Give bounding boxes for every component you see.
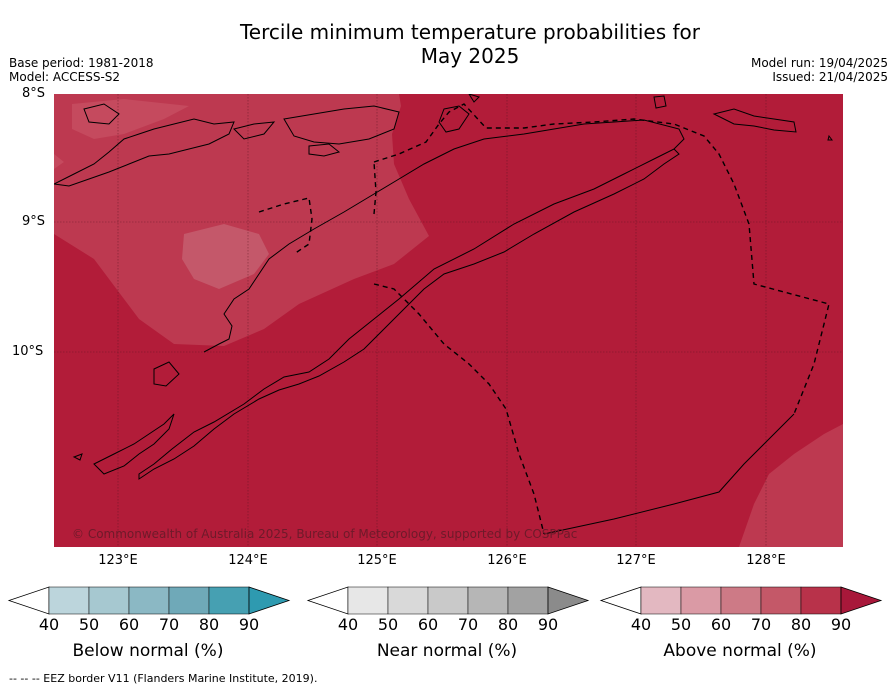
colorbar-near-segment [427,586,469,615]
colorbar-above-segment [680,586,722,615]
base-period: Base period: 1981-2018 [9,56,154,70]
colorbar-near-segment [507,586,549,615]
lon-label-124e: 124°E [228,553,268,568]
colorbar-below-segment [208,586,250,615]
colorbars [7,586,883,615]
probability-map [54,94,843,547]
colorbar-above-tick: 40 [630,615,652,634]
model-run: Model run: 19/04/2025 [750,56,888,70]
issued-date: Issued: 21/04/2025 [772,70,888,84]
colorbar-near-tick: 50 [377,615,399,634]
lon-label-125e: 125°E [357,553,397,568]
colorbar-below-tick: 90 [238,615,260,634]
colorbar-near-under-triangle [306,586,349,615]
colorbar-above-tick: 60 [710,615,732,634]
colorbar-label-below: Below normal (%) [72,641,224,661]
title-line-1: Tercile minimum temperature probabilitie… [239,20,701,44]
colorbar-above-segment [640,586,682,615]
copyright-note: © Commonwealth of Australia 2025, Bureau… [72,527,578,541]
colorbar-above-segment [760,586,802,615]
colorbar-below-tick: 70 [158,615,180,634]
above-70-region-edge [54,154,64,169]
colorbar-below-tick: 80 [198,615,220,634]
colorbar-near-tick: 60 [417,615,439,634]
colorbar-label-near: Near normal (%) [376,641,518,661]
colorbar-below-segment [168,586,210,615]
colorbar-near-segment [347,586,389,615]
above-70-region-north [72,99,189,139]
colorbar-above-over-triangle [840,586,883,615]
model-name: Model: ACCESS-S2 [9,70,121,84]
colorbar-below-segment [88,586,130,615]
colorbar-below-tick: 40 [38,615,60,634]
colorbar-above-normal [599,586,883,615]
colorbar-below-segment [48,586,90,615]
lon-label-126e: 126°E [487,553,527,568]
colorbar-below-normal [7,586,291,615]
colorbar-above-segment [720,586,762,615]
colorbar-above-tick: 90 [830,615,852,634]
meta-left: Base period: 1981-2018 Model: ACCESS-S2 [9,56,154,84]
eez-legend-note: -- -- -- EEZ border V11 (Flanders Marine… [9,672,318,685]
colorbar-near-tick: 80 [497,615,519,634]
colorbar-below-segment [128,586,170,615]
eez-borders [258,103,830,535]
lon-label-128e: 128°E [746,553,786,568]
colorbar-below-tick: 50 [78,615,100,634]
colorbar-near-segment [467,586,509,615]
lat-label-8s: 8°S [22,86,46,101]
map-title: Tercile minimum temperature probabilitie… [0,20,896,68]
colorbar-near-normal [306,586,590,615]
colorbar-below-tick: 60 [118,615,140,634]
lat-label-9s: 9°S [22,214,46,229]
colorbar-below-under-triangle [7,586,50,615]
colorbar-above-segment [800,586,842,615]
lon-label-127e: 127°E [616,553,656,568]
graticule [54,94,843,547]
colorbar-label-above: Above normal (%) [663,641,817,661]
colorbar-near-over-triangle [547,586,590,615]
colorbar-above-tick: 50 [670,615,692,634]
above-70-region-centre [182,224,269,289]
lon-label-123e: 123°E [98,553,138,568]
above-80-region-southeast [739,424,843,547]
colorbar-near-segment [387,586,429,615]
colorbar-below-over-triangle [248,586,291,615]
colorbar-above-tick: 80 [790,615,812,634]
colorbar-near-tick: 90 [537,615,559,634]
meta-right: Model run: 19/04/2025 Issued: 21/04/2025 [751,56,888,84]
colorbar-above-tick: 70 [750,615,772,634]
colorbar-above-under-triangle [599,586,642,615]
lat-label-10s: 10°S [12,344,44,359]
colorbar-near-tick: 70 [457,615,479,634]
coastlines [54,94,833,535]
colorbar-near-tick: 40 [337,615,359,634]
title-line-2: May 2025 [420,44,520,68]
